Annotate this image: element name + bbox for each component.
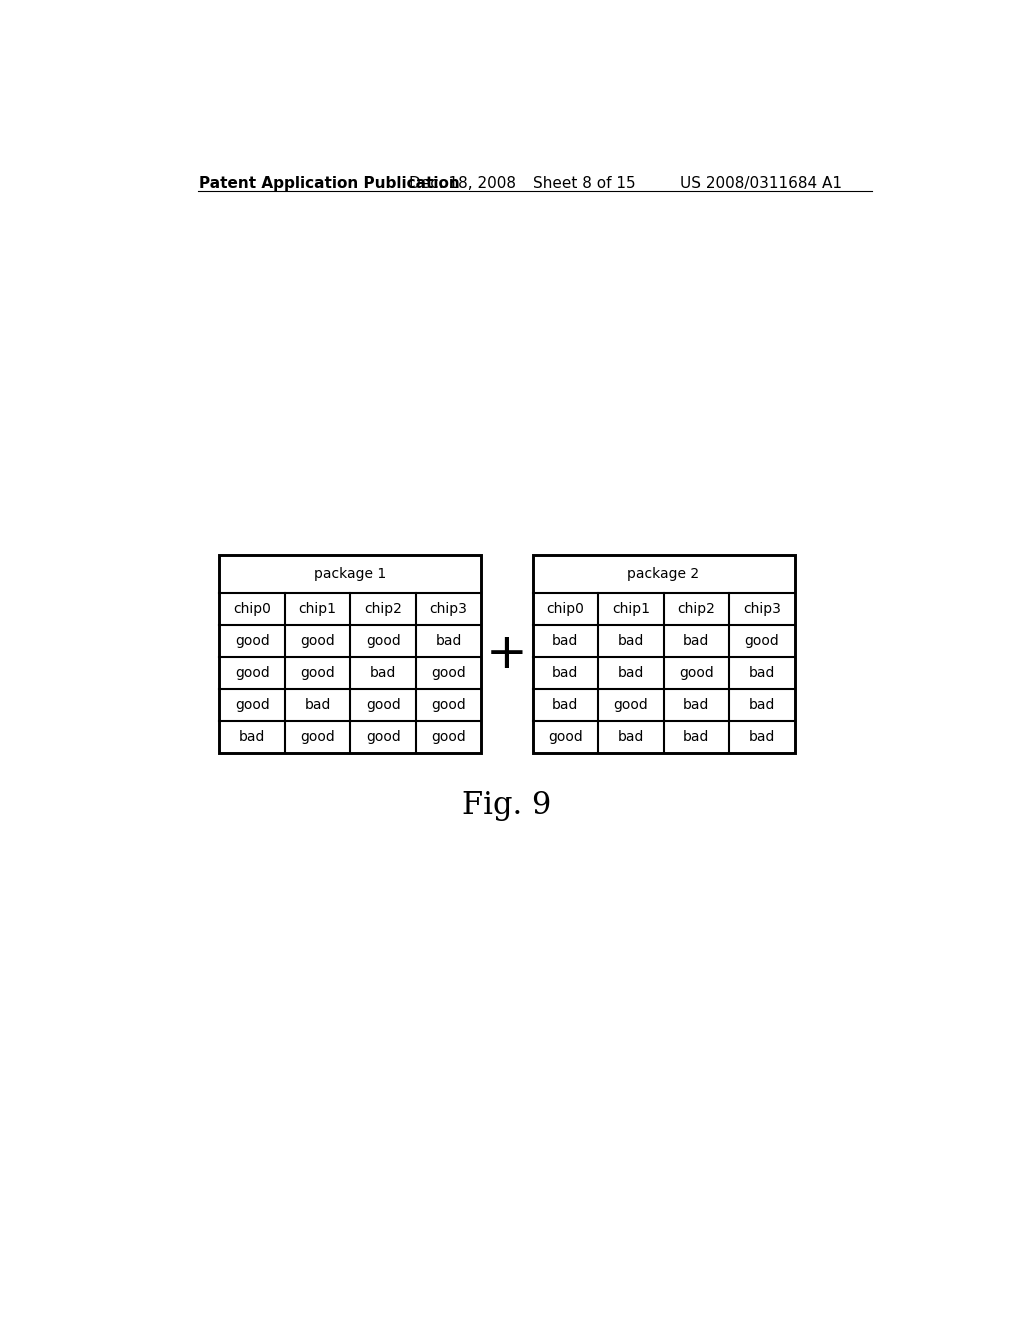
- Text: good: good: [679, 667, 714, 680]
- Text: bad: bad: [749, 667, 775, 680]
- Text: good: good: [744, 635, 779, 648]
- Text: chip3: chip3: [430, 602, 468, 616]
- Text: good: good: [366, 635, 400, 648]
- Text: bad: bad: [370, 667, 396, 680]
- Text: Sheet 8 of 15: Sheet 8 of 15: [532, 176, 635, 191]
- Text: package 2: package 2: [628, 568, 699, 581]
- Bar: [219, 554, 481, 754]
- Text: good: good: [613, 698, 648, 713]
- Text: chip1: chip1: [611, 602, 650, 616]
- Text: Dec. 18, 2008: Dec. 18, 2008: [409, 176, 515, 191]
- Text: bad: bad: [683, 730, 710, 744]
- Text: bad: bad: [683, 635, 710, 648]
- Text: bad: bad: [617, 667, 644, 680]
- Text: Patent Application Publication: Patent Application Publication: [200, 176, 460, 191]
- Text: good: good: [234, 635, 269, 648]
- Text: bad: bad: [617, 730, 644, 744]
- Text: US 2008/0311684 A1: US 2008/0311684 A1: [680, 176, 842, 191]
- Text: good: good: [548, 730, 583, 744]
- Text: good: good: [300, 667, 335, 680]
- Text: good: good: [366, 730, 400, 744]
- Text: bad: bad: [749, 730, 775, 744]
- Text: bad: bad: [617, 635, 644, 648]
- Text: bad: bad: [239, 730, 265, 744]
- Text: +: +: [486, 630, 527, 678]
- Text: good: good: [431, 667, 466, 680]
- Text: chip1: chip1: [299, 602, 337, 616]
- Text: good: good: [234, 667, 269, 680]
- Text: bad: bad: [304, 698, 331, 713]
- Text: good: good: [366, 698, 400, 713]
- Text: bad: bad: [435, 635, 462, 648]
- Bar: [532, 554, 795, 754]
- Text: good: good: [431, 698, 466, 713]
- Text: bad: bad: [552, 698, 579, 713]
- Text: chip2: chip2: [677, 602, 715, 616]
- Text: bad: bad: [552, 667, 579, 680]
- Text: bad: bad: [552, 635, 579, 648]
- Text: good: good: [431, 730, 466, 744]
- Text: good: good: [300, 635, 335, 648]
- Text: chip3: chip3: [742, 602, 780, 616]
- Text: good: good: [234, 698, 269, 713]
- Text: Fig. 9: Fig. 9: [463, 791, 552, 821]
- Text: chip2: chip2: [365, 602, 402, 616]
- Text: chip0: chip0: [233, 602, 271, 616]
- Text: package 1: package 1: [314, 568, 386, 581]
- Text: bad: bad: [683, 698, 710, 713]
- Text: bad: bad: [749, 698, 775, 713]
- Text: good: good: [300, 730, 335, 744]
- Text: chip0: chip0: [547, 602, 585, 616]
